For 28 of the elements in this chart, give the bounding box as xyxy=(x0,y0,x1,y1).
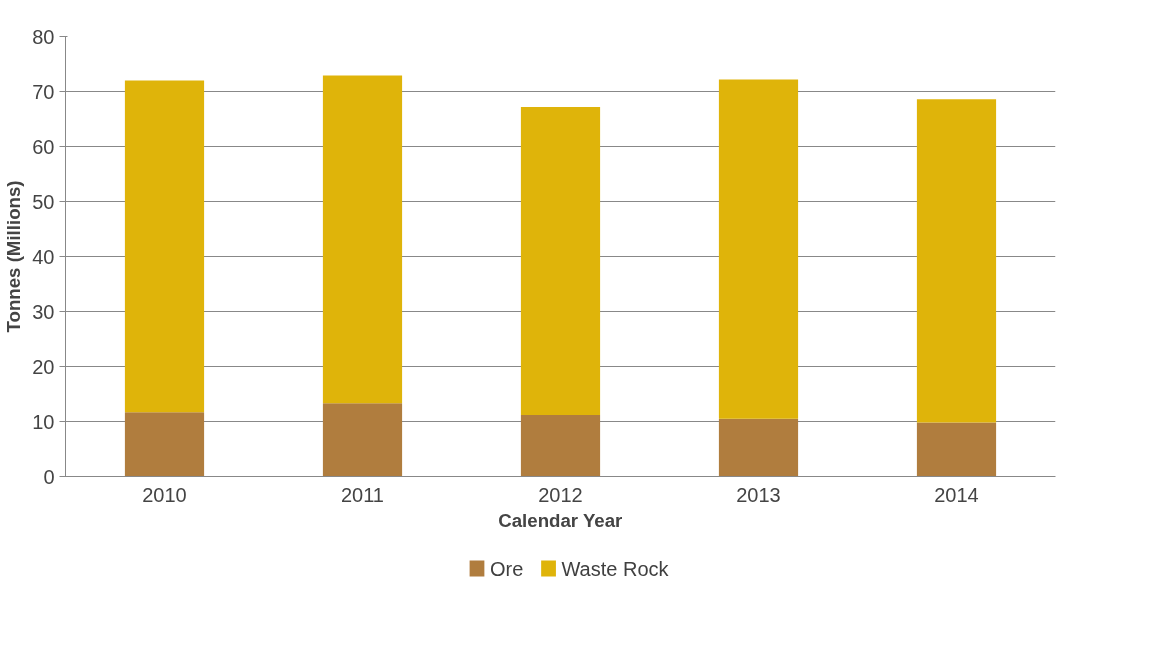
y-tick-label: 30 xyxy=(32,300,55,323)
bar xyxy=(916,422,997,477)
bar xyxy=(520,106,601,415)
bar xyxy=(718,418,799,477)
y-tick-label: 60 xyxy=(32,135,55,158)
x-tick-label: 2013 xyxy=(736,483,781,506)
bar xyxy=(718,79,799,419)
y-tick-label: 80 xyxy=(32,25,55,48)
y-tick-label: 40 xyxy=(32,245,55,268)
y-tick-label: 0 xyxy=(43,465,55,488)
legend-label: Waste Rock xyxy=(561,557,670,580)
x-tick-label: 2011 xyxy=(341,483,385,506)
bar xyxy=(520,414,601,477)
legend-label: Ore xyxy=(489,557,524,580)
x-axis-title: Calendar Year xyxy=(498,509,623,531)
bar xyxy=(322,75,403,404)
x-tick-label: 2012 xyxy=(538,483,583,506)
y-tick-label: 70 xyxy=(32,80,55,103)
x-tick-label: 2014 xyxy=(934,483,979,506)
bar xyxy=(916,99,997,423)
y-tick-label: 10 xyxy=(32,410,55,433)
y-tick-label: 50 xyxy=(32,190,55,213)
bar xyxy=(322,403,403,477)
y-axis-title: Tonnes (Millions) xyxy=(3,180,25,333)
x-tick-label: 2010 xyxy=(142,483,187,506)
bar xyxy=(124,80,205,413)
bar xyxy=(124,412,205,477)
y-tick-label: 20 xyxy=(32,355,55,378)
